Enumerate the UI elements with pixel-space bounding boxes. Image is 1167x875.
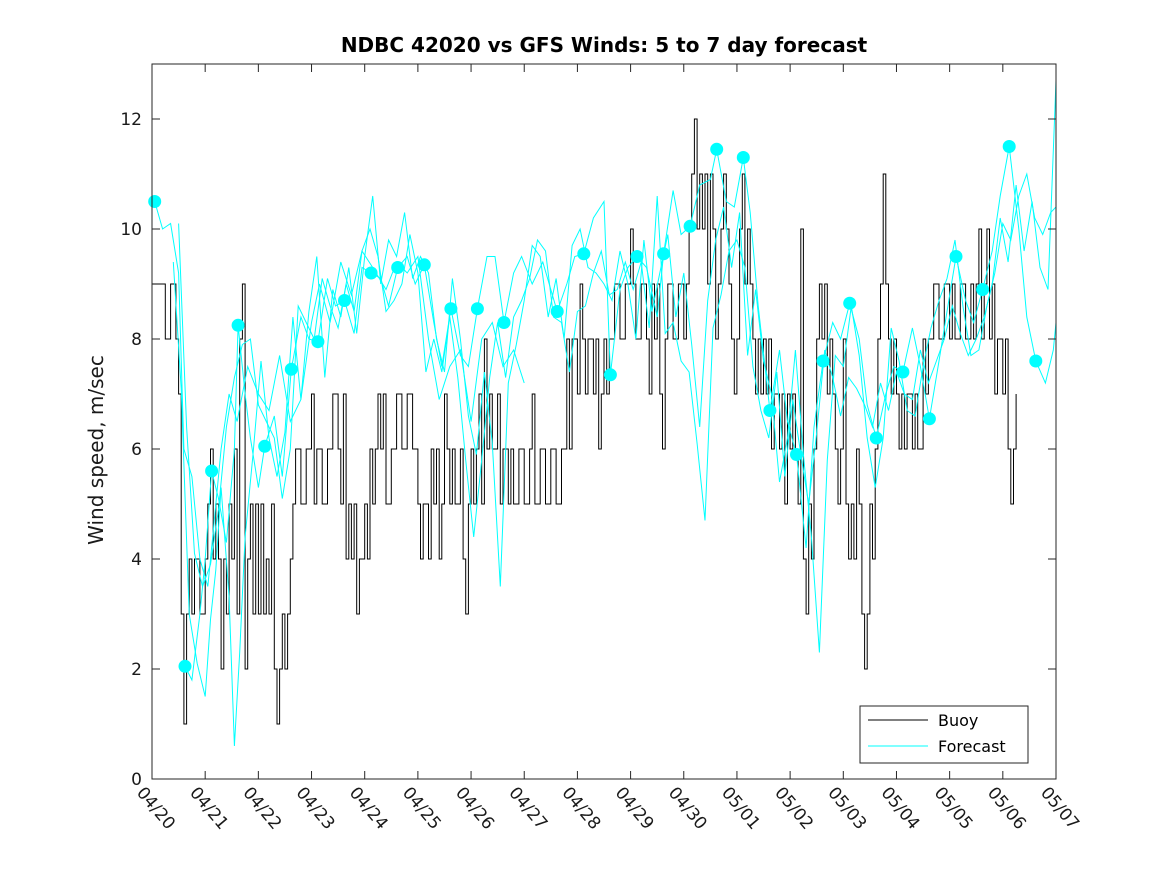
forecast-marker — [1029, 354, 1043, 368]
buoy-series — [152, 118, 1017, 725]
forecast-marker — [736, 151, 750, 164]
forecast-marker — [816, 354, 830, 368]
forecast-marker — [976, 283, 990, 296]
y-tick-label: 12 — [120, 110, 142, 130]
y-tick-label: 8 — [131, 330, 142, 350]
y-tick-label: 0 — [131, 770, 142, 790]
plot-frame — [151, 63, 1057, 780]
forecast-marker — [205, 464, 219, 478]
forecast-run-line — [178, 80, 1057, 589]
forecast-marker — [231, 318, 245, 332]
forecast-marker — [364, 266, 378, 280]
forecast-marker — [763, 404, 777, 417]
forecast-run-line — [154, 201, 525, 587]
forecast-marker — [338, 294, 351, 307]
forecast-run-line — [184, 146, 1057, 682]
legend-buoy-label: Buoy — [938, 711, 978, 730]
forecast-marker — [258, 439, 272, 453]
forecast-marker — [790, 448, 803, 461]
forecast-marker — [630, 250, 644, 263]
forecast-marker — [148, 195, 162, 208]
forecast-marker — [683, 219, 697, 233]
buoy-line — [152, 118, 1017, 725]
forecast-marker — [550, 305, 564, 318]
forecast-markers — [148, 140, 1043, 673]
forecast-marker — [311, 335, 325, 349]
forecast-marker — [710, 142, 724, 156]
forecast-marker — [603, 368, 617, 382]
y-axis-label: Wind speed, m/sec — [84, 355, 108, 545]
forecast-marker — [896, 365, 910, 379]
y-tick-label: 2 — [131, 660, 142, 680]
forecast-marker — [178, 659, 192, 673]
legend-forecast-label: Forecast — [938, 737, 1006, 756]
forecast-series — [154, 80, 1057, 747]
forecast-marker — [470, 302, 484, 316]
y-tick-label: 4 — [131, 550, 142, 570]
forecast-marker — [657, 247, 671, 261]
forecast-marker — [869, 431, 883, 445]
chart-title: NDBC 42020 vs GFS Winds: 5 to 7 day fore… — [341, 33, 868, 57]
forecast-marker — [417, 258, 431, 272]
forecast-marker — [497, 316, 511, 329]
forecast-marker — [444, 302, 458, 316]
y-axis: 0 2 4 6 8 10 12 — [120, 110, 1056, 790]
y-tick-label: 6 — [131, 440, 142, 460]
forecast-marker — [949, 250, 963, 263]
forecast-marker — [843, 296, 857, 310]
legend-box — [859, 705, 1029, 764]
legend: Buoy Forecast — [859, 705, 1029, 764]
forecast-marker — [922, 412, 936, 426]
forecast-marker — [391, 261, 405, 274]
forecast-marker — [284, 362, 298, 376]
y-tick-label: 10 — [120, 220, 142, 240]
plot-area — [152, 64, 1056, 779]
forecast-marker — [1002, 140, 1016, 153]
forecast-marker — [577, 247, 591, 261]
